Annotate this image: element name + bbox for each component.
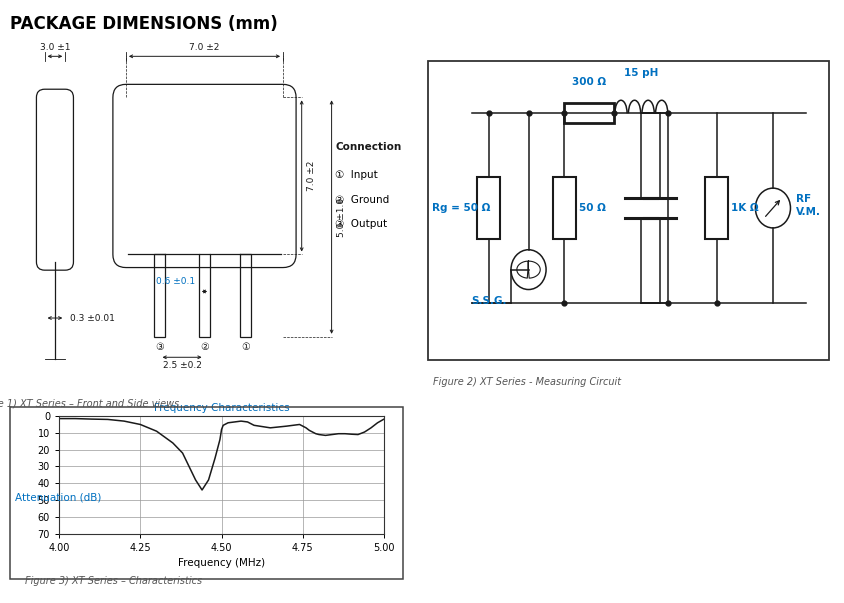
Text: PACKAGE DIMENSIONS (mm): PACKAGE DIMENSIONS (mm) <box>10 15 278 33</box>
Bar <box>564 103 614 123</box>
Text: ②: ② <box>200 343 208 352</box>
Text: 2.5 ±0.2: 2.5 ±0.2 <box>163 361 202 370</box>
Text: 5.0 ±1.0: 5.0 ±1.0 <box>338 198 346 236</box>
Text: S.S.G.: S.S.G. <box>471 295 506 306</box>
Text: Figure 3) XT Series – Characteristics: Figure 3) XT Series – Characteristics <box>25 576 203 586</box>
Bar <box>705 177 728 239</box>
Text: 7.0 ±2: 7.0 ±2 <box>307 161 316 191</box>
Text: 0.3 ±0.01: 0.3 ±0.01 <box>70 314 115 323</box>
Text: 50 Ω: 50 Ω <box>579 203 605 213</box>
X-axis label: Frequency (MHz): Frequency (MHz) <box>178 558 265 568</box>
Text: 15 pH: 15 pH <box>625 68 658 78</box>
Text: RF
V.M.: RF V.M. <box>796 194 821 217</box>
Text: ②  Ground: ② Ground <box>335 195 390 204</box>
Text: ③: ③ <box>155 343 164 352</box>
Bar <box>154 254 165 336</box>
Text: Figure 2) XT Series - Measuring Circuit: Figure 2) XT Series - Measuring Circuit <box>434 377 621 387</box>
Text: 0.6 ±0.1: 0.6 ±0.1 <box>156 277 195 286</box>
Text: Attenuation (dB): Attenuation (dB) <box>15 493 101 502</box>
Text: ①  Input: ① Input <box>335 170 378 180</box>
Text: Rg = 50 Ω: Rg = 50 Ω <box>432 203 491 213</box>
Text: 3.0 ±1: 3.0 ±1 <box>40 43 70 52</box>
Text: Connection: Connection <box>335 142 402 153</box>
Text: ①: ① <box>241 343 250 352</box>
Bar <box>199 254 210 336</box>
Text: 1K Ω: 1K Ω <box>731 203 759 213</box>
Text: 300 Ω: 300 Ω <box>572 77 606 87</box>
Text: Figure 1) XT Series – Front and Side views: Figure 1) XT Series – Front and Side vie… <box>0 399 179 409</box>
Text: ③  Output: ③ Output <box>335 219 387 229</box>
Bar <box>478 177 500 239</box>
Text: 7.0 ±2: 7.0 ±2 <box>189 43 219 52</box>
Bar <box>240 254 252 336</box>
Title: Frequency Characteristics: Frequency Characteristics <box>154 403 289 412</box>
Bar <box>553 177 576 239</box>
